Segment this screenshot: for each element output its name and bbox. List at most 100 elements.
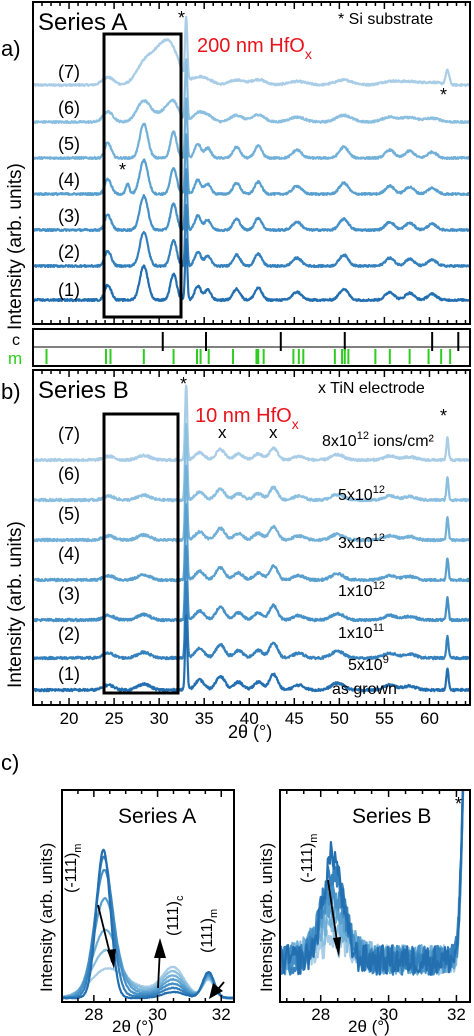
x-tick-label: 20	[60, 709, 79, 728]
panel-b-traces	[33, 384, 470, 693]
panel-b-trace	[33, 384, 470, 463]
panel-b-fluence-labels: 8x1012 ions/cm² 5x1012 3x1012 1x1012 1x1…	[322, 430, 435, 698]
panel-c-left-xlabel: 2θ (°)	[112, 1017, 154, 1036]
panel-a-highlight-box	[102, 32, 183, 319]
x-tick-label: 32	[447, 1005, 466, 1024]
panel-a-substrate-note: * Si substrate	[338, 11, 433, 28]
reference-strip: c m	[8, 328, 471, 368]
panel-b-tag: b)	[1, 379, 21, 404]
panel-a-trace	[33, 133, 470, 197]
panel-a-ticks	[32, 2, 467, 324]
x-tick-label: 30	[379, 1005, 398, 1024]
panel-c-right-xlabel: 2θ (°)	[348, 1017, 390, 1036]
panel-a-trace	[33, 15, 470, 88]
panel-c-left-tick-labels: 28 30 32	[84, 1005, 230, 1024]
panel-a-trace-label: (1)	[58, 280, 80, 300]
fluence-label: 1x1011	[338, 622, 384, 642]
x-tick-label: 40	[240, 709, 259, 728]
x-tick-label: 35	[195, 709, 214, 728]
panel-b-tick-labels: 20 25 30 35 40 45 50 55 60	[60, 709, 439, 728]
peak-label-m: (-111)m	[299, 834, 320, 883]
panel-c-right-ticks	[286, 790, 458, 1002]
panel-a-star-high: *	[440, 85, 447, 105]
panel-c-right-trace	[280, 790, 464, 976]
x-tick-label: 28	[311, 1005, 330, 1024]
panel-a-trace-label: (6)	[58, 98, 80, 118]
fluence-label: 5x1012	[338, 484, 385, 504]
x-tick-label: 28	[84, 1005, 103, 1024]
arrow-down-left-icon	[209, 981, 225, 999]
panel-a-trace-label: (7)	[58, 62, 80, 82]
panel-a: a) Series A * Si substrate 200 nm HfOx *…	[1, 1, 471, 330]
panel-c-tag: c)	[1, 750, 19, 775]
panel-b-thickness-label: 10 nm HfOx	[195, 405, 299, 432]
peak-label-m2: (111)m	[199, 909, 220, 953]
panel-a-trace	[33, 204, 470, 269]
panel-b-star-high: *	[440, 406, 447, 426]
panel-b-trace-label: (4)	[58, 544, 80, 564]
x-tick-label: 30	[150, 709, 169, 728]
panel-c-right-ylabel: Intensity (arb. units)	[257, 843, 276, 992]
panel-c-right-star: *	[455, 794, 462, 814]
panel-b-trace-labels: (7) (6) (5) (4) (3) (2) (1)	[58, 424, 80, 684]
peak-label-m: (-111)m	[63, 844, 84, 893]
panel-b-x-mark: x	[218, 423, 227, 442]
fluence-label: 5x109	[348, 654, 389, 674]
panel-c-right-title: Series B	[352, 805, 431, 828]
panel-a-trace-label: (5)	[58, 134, 80, 154]
panel-b-trace-label: (1)	[58, 664, 80, 684]
panel-b-star-si: *	[180, 374, 187, 394]
fluence-label: 3x1012	[338, 532, 385, 552]
fluence-label: as grown	[332, 681, 397, 698]
fluence-label: 8x1012 ions/cm²	[322, 430, 435, 450]
panel-b-trace	[33, 544, 470, 623]
panel-b-trace-label: (6)	[58, 464, 80, 484]
panel-b-x-mark: x	[269, 423, 278, 442]
panel-a-series-title: Series A	[38, 9, 127, 36]
arrow-up-icon	[154, 938, 166, 989]
panel-c-right-tick-labels: 28 30 32	[311, 1005, 466, 1024]
peak-label-c: (111)c	[165, 895, 186, 936]
panel-c-right: Series B Intensity (arb. units) 2θ (°) (…	[257, 789, 471, 1036]
x-tick-label: 60	[420, 709, 439, 728]
panel-a-trace	[33, 97, 470, 161]
panel-c-left: Series A Intensity (arb. units) 2θ (°) (…	[37, 789, 235, 1036]
panel-c-right-traces	[280, 790, 465, 977]
arrow-down-icon	[97, 904, 116, 969]
panel-b-frame	[32, 369, 471, 706]
panel-a-star-si: *	[178, 8, 185, 28]
panel-b-series-title: Series B	[38, 377, 129, 404]
panel-c-left-traces	[62, 848, 234, 1000]
panel-b-electrode-note: x TiN electrode	[318, 380, 425, 397]
panel-b-highlight-box	[102, 412, 180, 695]
panel-a-trace	[33, 168, 470, 233]
panel-b-trace	[33, 614, 470, 693]
reference-label-c: c	[12, 332, 20, 349]
x-tick-label: 30	[148, 1005, 167, 1024]
panel-b-ticks	[32, 370, 467, 705]
panel-a-tag: a)	[1, 36, 21, 61]
panel-c-right-frame	[279, 789, 471, 1003]
panel-b: b) Series B x TiN electrode 10 nm HfOx *…	[1, 369, 471, 742]
x-tick-label: 50	[330, 709, 349, 728]
panel-c-left-ylabel: Intensity (arb. units)	[37, 843, 56, 992]
reference-lines	[45, 332, 460, 364]
x-tick-label: 55	[375, 709, 394, 728]
panel-c-left-title: Series A	[118, 805, 196, 828]
panel-a-star-trace4: *	[119, 160, 126, 180]
panel-a-trace-label: (4)	[58, 170, 80, 190]
panel-c-right-trace	[280, 790, 464, 976]
panel-b-xlabel: 2θ (°)	[228, 722, 272, 742]
reference-label-m: m	[8, 349, 22, 368]
panel-a-trace-label: (3)	[58, 206, 80, 226]
panel-a-trace-label: (2)	[58, 242, 80, 262]
panel-c-left-frame	[61, 789, 235, 1003]
panel-c-left-trace	[62, 848, 234, 1000]
arrow-down-icon	[327, 879, 341, 957]
panel-c-left-ticks	[61, 790, 223, 1002]
panel-a-trace-labels: (7) (6) (5) (4) (3) (2) (1)	[58, 62, 80, 300]
panel-a-frame	[32, 1, 471, 325]
x-tick-label: 45	[285, 709, 304, 728]
panel-b-trace	[33, 422, 470, 503]
